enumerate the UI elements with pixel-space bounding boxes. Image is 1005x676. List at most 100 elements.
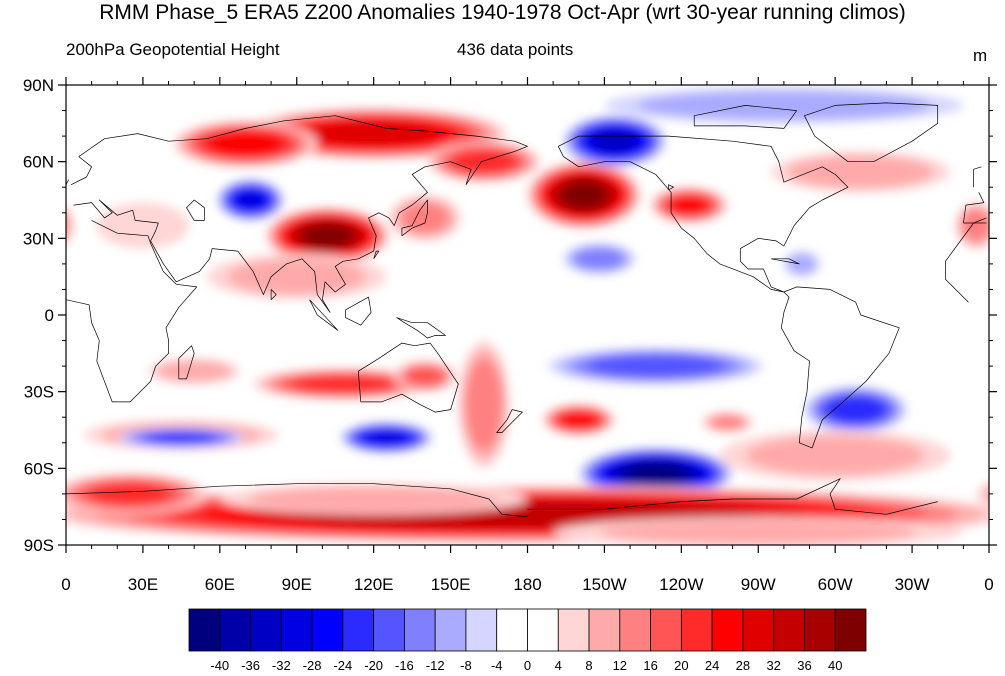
coastline [66, 483, 528, 518]
axes: 90N 60N 30N 0 30S 60S 90S 0 30E 60E 90E 120E 150E 180… [23, 76, 997, 594]
colorbar-label: -40 [210, 658, 229, 673]
colorbar-label: 36 [797, 658, 811, 673]
colorbar-box [527, 608, 559, 652]
anomaly-contour [66, 211, 71, 240]
x-tick-label: 0 [984, 575, 993, 594]
anomaly-contour [365, 430, 408, 445]
x-tick-label: 90E [282, 575, 312, 594]
y-tick-label: 60S [24, 459, 54, 478]
colorbar-label: -24 [333, 658, 352, 673]
colorbar-label: -4 [491, 658, 503, 673]
colorbar-label: 20 [674, 658, 688, 673]
anomaly-contour [227, 258, 367, 295]
anomaly-contour [147, 432, 215, 444]
colorbar-box [404, 608, 436, 652]
anomaly-contour [745, 435, 925, 476]
anomaly-contour [992, 478, 1005, 511]
units-label: m [973, 46, 988, 65]
anomaly-contour [207, 131, 284, 157]
colorbar-box [711, 608, 744, 652]
left-subtitle: 200hPa Geopotential Height [66, 40, 280, 59]
coastline [973, 166, 982, 188]
map-title: RMM Phase_5 ERA5 Z200 Anomalies 1940-197… [99, 1, 906, 24]
colorbar-label: 16 [643, 658, 657, 673]
anomaly-contour [976, 482, 989, 506]
anomaly-contour [710, 415, 745, 430]
coastline [557, 135, 849, 293]
coastline [780, 286, 900, 449]
colorbar-box [650, 608, 682, 652]
colorbar-box [557, 608, 590, 652]
anomaly-contour [401, 202, 449, 233]
colorbar-label: 4 [555, 658, 562, 673]
coastline [345, 296, 372, 326]
anomaly-contour [787, 253, 817, 275]
colorbar-box [588, 608, 621, 652]
anomaly-contour [670, 196, 708, 214]
anomaly-contour [156, 360, 232, 382]
colorbar-box [804, 608, 836, 652]
coastline [357, 342, 459, 413]
anomaly-contour [89, 483, 171, 505]
colorbar-label: 12 [613, 658, 627, 673]
colorbar-box [619, 608, 651, 652]
y-tick-label: 0 [45, 306, 54, 325]
colorbar-box [834, 608, 867, 652]
anomaly-contour [451, 149, 517, 174]
anomaly-contour [307, 120, 441, 147]
anomaly-contour [0, 488, 64, 541]
colorbar-label: 8 [585, 658, 592, 673]
anomaly-contour [559, 411, 598, 428]
coastline [527, 478, 938, 515]
anomaly-contour [787, 155, 935, 189]
coastline [963, 192, 985, 224]
x-tick-label: 150W [582, 575, 626, 594]
x-tick-label: 60W [818, 575, 853, 594]
colorbar-box [219, 608, 251, 652]
anomaly-contour [826, 396, 886, 423]
anomaly-contour [0, 491, 2, 537]
anomaly-contour [587, 354, 724, 378]
colorbar-label: -28 [303, 658, 322, 673]
anomaly-contour [573, 247, 625, 270]
x-tick-label: 30E [128, 575, 158, 594]
colorbar-box [280, 608, 313, 652]
anomaly-contour [1001, 480, 1005, 508]
center-subtitle: 436 data points [457, 40, 574, 59]
coastline [178, 345, 195, 380]
coastline [668, 184, 674, 191]
colorbar-label: 24 [705, 658, 719, 673]
anomaly-contour [562, 182, 606, 208]
anomaly-contour [465, 359, 503, 450]
colorbar-box [496, 608, 528, 652]
colorbar-box [773, 608, 805, 652]
coastline [496, 409, 523, 433]
colorbar-label: -20 [364, 658, 383, 673]
colorbar-label: 0 [524, 658, 531, 673]
colorbar-label: -12 [426, 658, 445, 673]
colorbar-label: -16 [395, 658, 414, 673]
x-tick-label: 60E [205, 575, 235, 594]
x-tick-label: 120W [659, 575, 703, 594]
colorbar: -40 -36 -32 -28 -24 -20 -16 -12 -8 -4 0 4 8 12 16 20 24 2… [188, 608, 867, 673]
colorbar-label: 32 [766, 658, 780, 673]
anomaly-field [0, 87, 1005, 545]
colorbar-box [250, 608, 282, 652]
coastline [373, 250, 380, 259]
coastline [66, 220, 198, 403]
x-tick-label: 0 [61, 575, 70, 594]
anomaly-contour [96, 202, 190, 249]
coastline [804, 102, 939, 163]
coastline [693, 105, 798, 129]
anomaly-contour [291, 375, 395, 393]
x-tick-label: 30W [895, 575, 930, 594]
colorbar-box [742, 608, 775, 652]
colorbar-label: 40 [828, 658, 842, 673]
colorbar-box [434, 608, 467, 652]
anomaly-contour [304, 225, 351, 247]
anomaly-contour [991, 488, 1005, 541]
coastline [309, 299, 339, 331]
anomaly-contour [626, 463, 685, 484]
anomaly-contour [637, 90, 931, 121]
x-tick-label: 120E [354, 575, 394, 594]
